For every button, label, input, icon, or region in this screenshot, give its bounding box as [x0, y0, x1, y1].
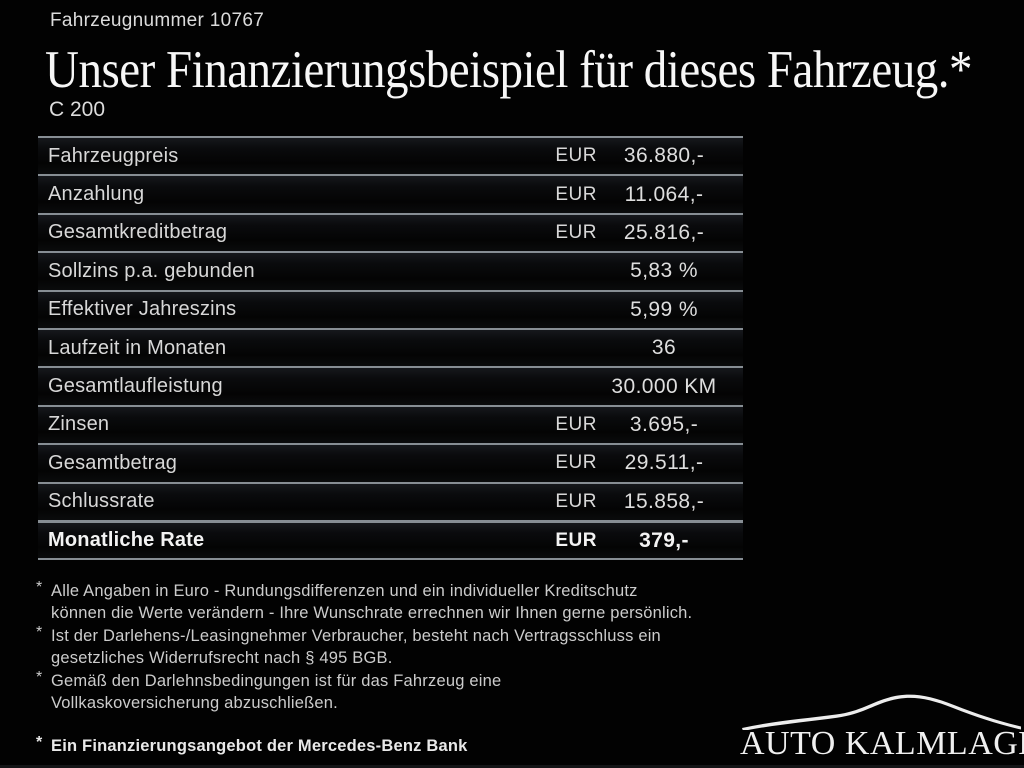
footnote-line: können die Werte verändern - Ihre Wunsch…: [51, 604, 693, 622]
row-value: 36: [651, 336, 677, 360]
table-row-gesamtbetrag: Gesamtbetrag EUR 29.511,-: [38, 443, 743, 482]
row-label: Gesamtkreditbetrag: [48, 221, 228, 244]
row-currency: EUR: [555, 183, 597, 205]
row-value: 30.000 KM: [611, 374, 717, 398]
row-value: 5,83 %: [630, 259, 698, 283]
row-value: 15.858,-: [623, 489, 705, 513]
row-value: 29.511,-: [624, 451, 704, 475]
footnote-line: Vollkaskoversicherung abzuschließen.: [51, 694, 338, 712]
row-value: 25.816,-: [623, 220, 705, 244]
row-currency: EUR: [555, 145, 597, 167]
footnote-widerrufsrecht: * Ist der Darlehens-/Leasingnehmer Verbr…: [36, 624, 751, 669]
row-value: 5,99 %: [630, 297, 698, 321]
footnote-line: Alle Angaben in Euro - Rundungsdifferenz…: [51, 582, 638, 600]
footnote-vollkasko: * Gemäß den Darlehnsbedingungen ist für …: [36, 669, 751, 714]
row-label: Laufzeit in Monaten: [48, 336, 227, 359]
row-currency: EUR: [555, 490, 597, 512]
vehicle-number: Fahrzeugnummer 10767: [50, 10, 265, 31]
row-label: Fahrzeugpreis: [48, 144, 179, 167]
dealer-logo: AUTO KALMLAGE: [740, 692, 1024, 766]
row-value: 3.695,-: [629, 412, 699, 436]
row-label: Monatliche Rate: [48, 529, 205, 552]
footnote-mercedes-benz-bank: * Ein Finanzierungsangebot der Mercedes-…: [36, 734, 751, 757]
row-currency: EUR: [555, 529, 597, 551]
table-row-laufzeit: Laufzeit in Monaten 36: [38, 327, 743, 367]
row-currency: EUR: [555, 221, 597, 243]
table-row-monatliche-rate: Monatliche Rate EUR 379,-: [38, 519, 743, 559]
asterisk-marker: *: [36, 669, 43, 686]
page-title: Unser Finanzierungsbeispiel für dieses F…: [45, 41, 973, 100]
row-label: Anzahlung: [48, 183, 145, 206]
table-row-zinsen: Zinsen EUR 3.695,-: [38, 404, 743, 444]
row-label: Effektiver Jahreszins: [48, 298, 237, 321]
row-currency: EUR: [555, 413, 597, 435]
row-label: Zinsen: [48, 413, 110, 436]
footnotes: * Alle Angaben in Euro - Rundungsdiffere…: [36, 579, 751, 758]
table-row-schlussrate: Schlussrate EUR 15.858,-: [38, 481, 743, 520]
table-row-sollzins: Sollzins p.a. gebunden 5,83 %: [38, 251, 743, 290]
table-row-gesamtlaufleistung: Gesamtlaufleistung 30.000 KM: [38, 366, 743, 405]
row-label: Gesamtbetrag: [48, 451, 178, 474]
table-row-anzahlung: Anzahlung EUR 11.064,-: [38, 174, 743, 213]
financing-table: Fahrzeugpreis EUR 36.880,- Anzahlung EUR…: [38, 136, 743, 561]
row-value: 11.064,-: [624, 182, 704, 206]
row-value: 36.880,-: [623, 144, 705, 168]
row-label: Gesamtlaufleistung: [48, 375, 223, 398]
footnote-line: Gemäß den Darlehnsbedingungen ist für da…: [51, 672, 502, 690]
car-silhouette-icon: [742, 694, 1021, 730]
footnote-line: Ein Finanzierungsangebot der Mercedes-Be…: [51, 737, 468, 755]
table-row-effektiver-jahreszins: Effektiver Jahreszins 5,99 %: [38, 289, 743, 328]
row-currency: EUR: [555, 452, 597, 474]
footnote-rounding: * Alle Angaben in Euro - Rundungsdiffere…: [36, 579, 751, 624]
table-row-fahrzeugpreis: Fahrzeugpreis EUR 36.880,-: [38, 136, 743, 175]
asterisk-marker: *: [36, 579, 43, 596]
footnote-line: gesetzliches Widerrufsrecht nach § 495 B…: [51, 649, 393, 667]
row-label: Sollzins p.a. gebunden: [48, 259, 255, 282]
asterisk-marker: *: [36, 624, 43, 641]
bottom-strip: [0, 765, 1024, 768]
table-row-gesamtkreditbetrag: Gesamtkreditbetrag EUR 25.816,-: [38, 212, 743, 252]
dealer-name: AUTO KALMLAGE: [740, 725, 1024, 762]
asterisk-marker: *: [36, 734, 43, 751]
row-label: Schlussrate: [48, 490, 155, 513]
vehicle-model: C 200: [49, 98, 106, 121]
row-value: 379,-: [639, 528, 689, 552]
footnote-line: Ist der Darlehens-/Leasingnehmer Verbrau…: [51, 627, 661, 645]
